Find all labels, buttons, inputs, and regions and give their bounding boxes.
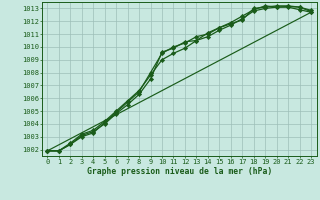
X-axis label: Graphe pression niveau de la mer (hPa): Graphe pression niveau de la mer (hPa) xyxy=(87,167,272,176)
